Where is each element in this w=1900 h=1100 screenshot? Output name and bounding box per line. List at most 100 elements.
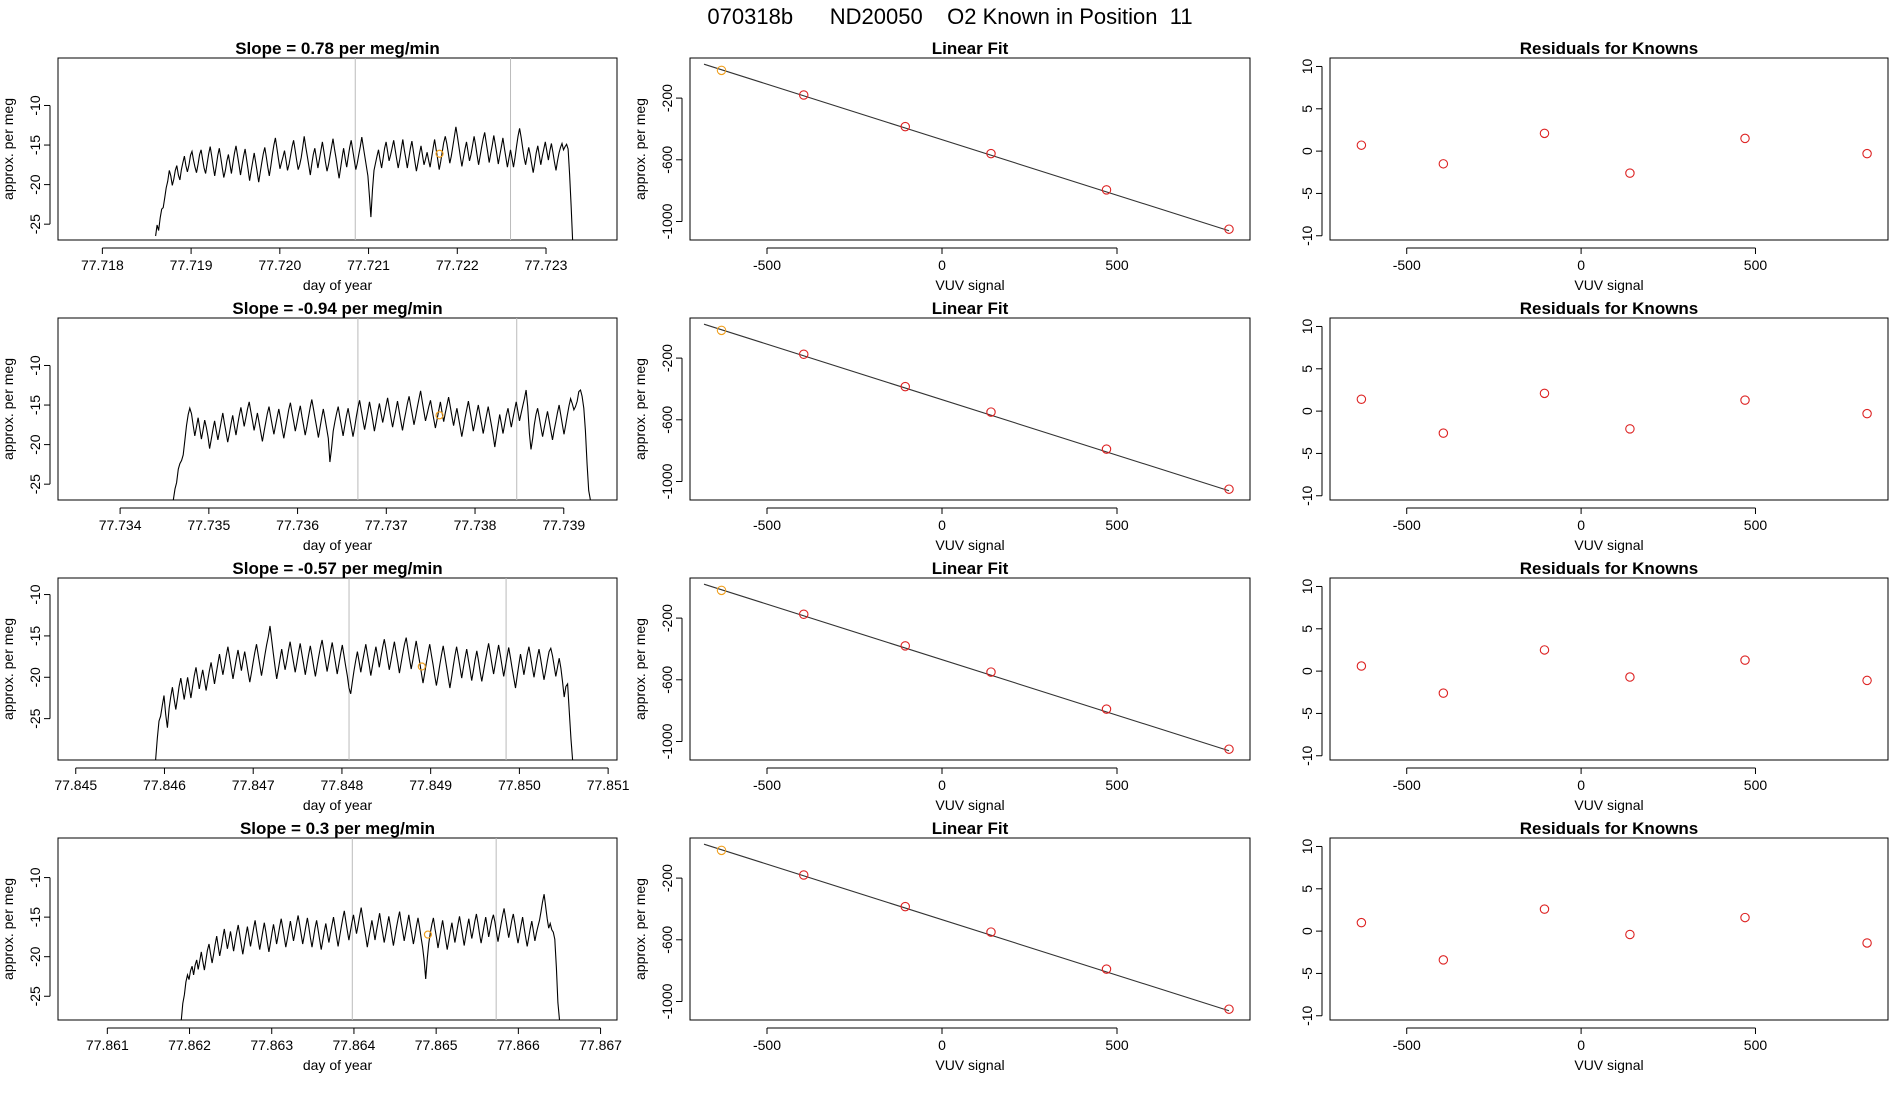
x-axis-label: VUV signal (1574, 277, 1643, 293)
y-axis-label: approx. per meg (632, 98, 648, 200)
data-point (986, 407, 996, 417)
x-tick-label: -500 (753, 1037, 781, 1053)
plot-frame (57, 577, 618, 761)
x-tick-label: 77.736 (276, 517, 319, 533)
panel-1: Slope = 0.78 per meg/min 77.718 77.719 77.7… (0, 39, 618, 293)
x-tick-label: 500 (1105, 257, 1129, 273)
y-tick-label: -1000 (659, 463, 675, 499)
x-tick-label: 77.866 (497, 1037, 540, 1053)
y-tick-label: -20 (27, 434, 43, 454)
highlight-point (423, 930, 433, 939)
x-tick-label: 77.851 (587, 777, 630, 793)
data-layer (172, 318, 591, 500)
y-tick-label: -15 (27, 626, 43, 646)
x-tick-label: 500 (1105, 1037, 1129, 1053)
plot-frame (689, 317, 1251, 501)
plot-frame (1329, 577, 1889, 761)
x-tick-label: -500 (1393, 517, 1421, 533)
data-point (1438, 428, 1449, 438)
data-point (1740, 912, 1750, 923)
x-tick-label: 0 (938, 777, 946, 793)
data-point (986, 667, 996, 677)
data-point (1356, 140, 1367, 150)
data-point (986, 148, 996, 159)
data-point (798, 349, 809, 359)
x-tick-label: 0 (938, 257, 946, 273)
plot-frame (1329, 57, 1889, 241)
x-tick-label: 77.721 (347, 257, 390, 273)
y-tick-label: -600 (659, 146, 675, 174)
data-point (1740, 655, 1750, 665)
plot-frame (57, 57, 618, 241)
y-tick-label: -20 (27, 174, 43, 194)
x-tick-label: -500 (1393, 257, 1421, 273)
y-axis-label: approx. per meg (0, 878, 16, 980)
x-tick-label: -500 (753, 517, 781, 533)
x-axis-label: VUV signal (935, 1057, 1004, 1073)
fit-line (703, 843, 1230, 1012)
x-tick-label: 0 (1577, 1037, 1585, 1053)
y-tick-label: 10 (1299, 578, 1315, 594)
data-point (1740, 133, 1750, 144)
highlight-point (716, 845, 727, 856)
x-tick-label: -500 (753, 777, 781, 793)
x-tick-label: 77.719 (170, 257, 213, 273)
x-axis-label: VUV signal (1574, 797, 1643, 813)
y-tick-label: -10 (27, 867, 43, 887)
y-tick-label: -10 (27, 355, 43, 375)
y-tick-label: -10 (1299, 225, 1315, 245)
data-point (1625, 424, 1635, 434)
y-tick-label: -600 (659, 666, 675, 694)
x-axis-label: VUV signal (935, 277, 1004, 293)
panel-2: Linear Fit -500 0 500 VUV signal -1000 -600 -20… (632, 39, 1251, 293)
x-tick-label: 0 (1577, 257, 1585, 273)
data-point (1438, 955, 1449, 965)
x-tick-label: 77.861 (86, 1037, 129, 1053)
x-tick-label: -500 (753, 257, 781, 273)
data-point (1224, 1004, 1234, 1014)
x-tick-label: 77.718 (81, 257, 124, 273)
y-tick-label: 5 (1299, 885, 1315, 893)
panel-title: Residuals for Knowns (1520, 819, 1699, 838)
data-layer (703, 323, 1234, 494)
data-layer (1356, 388, 1872, 438)
x-tick-label: 0 (938, 1037, 946, 1053)
y-tick-label: -15 (27, 395, 43, 415)
x-tick-label: -500 (1393, 1037, 1421, 1053)
panel-title: Slope = -0.57 per meg/min (232, 559, 442, 578)
data-layer (180, 838, 561, 1020)
highlight-point (716, 585, 727, 596)
y-tick-label: -1000 (659, 203, 675, 239)
data-point (1438, 159, 1449, 169)
y-tick-label: -200 (659, 864, 675, 892)
x-tick-label: 500 (1105, 777, 1129, 793)
data-layer (703, 583, 1234, 754)
x-tick-label: -500 (1393, 777, 1421, 793)
panel-title: Residuals for Knowns (1520, 299, 1699, 318)
plot-frame (689, 837, 1251, 1021)
y-tick-label: 5 (1299, 365, 1315, 373)
y-tick-label: 0 (1299, 927, 1315, 935)
data-point (1224, 484, 1234, 494)
y-axis-label: approx. per meg (0, 358, 16, 460)
x-tick-label: 77.847 (232, 777, 275, 793)
panel-title: Slope = -0.94 per meg/min (232, 299, 442, 318)
x-tick-label: 77.862 (168, 1037, 211, 1053)
data-point (900, 641, 910, 651)
x-axis-label: day of year (303, 277, 373, 293)
y-tick-label: -200 (659, 604, 675, 632)
panel-3: Residuals for Knowns -500 0 500 VUV signal -1… (1299, 39, 1889, 293)
panel-title: Linear Fit (932, 559, 1009, 578)
x-axis-label: VUV signal (1574, 1057, 1643, 1073)
panel-title: Residuals for Knowns (1520, 39, 1699, 58)
x-tick-label: 500 (1744, 257, 1768, 273)
y-tick-label: -1000 (659, 723, 675, 759)
data-point (1539, 645, 1550, 655)
data-point (1438, 688, 1449, 698)
data-point (900, 381, 910, 392)
y-tick-label: -25 (27, 214, 43, 234)
x-tick-label: 0 (938, 517, 946, 533)
y-tick-label: -600 (659, 926, 675, 954)
y-tick-label: 0 (1299, 407, 1315, 415)
y-tick-label: -25 (27, 986, 43, 1006)
